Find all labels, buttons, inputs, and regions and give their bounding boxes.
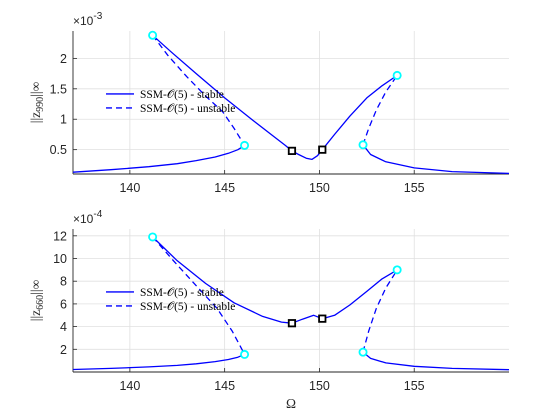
bifurcation-square-marker bbox=[287, 146, 297, 155]
y-tick-label: 6 bbox=[60, 297, 67, 311]
stable-branch-line bbox=[322, 269, 398, 320]
legend-label: SSM-𝒪(5) - stable bbox=[140, 287, 224, 299]
y-tick-label: 2 bbox=[60, 343, 67, 357]
y-tick-label: 1 bbox=[60, 113, 67, 127]
stable-branch-line bbox=[73, 144, 245, 173]
y-exponent-label: ×10-3 bbox=[73, 11, 103, 28]
stable-branch-line bbox=[362, 351, 509, 371]
y-exponent-label: ×10-4 bbox=[73, 209, 103, 226]
stable-branch-line bbox=[152, 34, 323, 161]
unstable-branch-line bbox=[152, 34, 246, 146]
y-axis-label-main: ||z bbox=[28, 310, 43, 321]
x-tick-label: 155 bbox=[404, 181, 425, 195]
x-tick-label: 140 bbox=[119, 379, 140, 393]
y-axis-label-tail: ||∞ bbox=[28, 280, 43, 295]
y-tick-label: 12 bbox=[53, 229, 67, 243]
plot-area bbox=[73, 229, 509, 372]
fold-point-marker bbox=[148, 30, 158, 40]
y-tick-label: 1.5 bbox=[50, 82, 67, 96]
stable-branch-line bbox=[73, 353, 245, 371]
stable-branch-line bbox=[152, 236, 323, 324]
y-exponent-power: -3 bbox=[93, 11, 102, 22]
series-group bbox=[73, 236, 509, 371]
series-group bbox=[73, 34, 509, 174]
y-exponent-base: ×10 bbox=[73, 14, 94, 28]
fold-point-marker bbox=[358, 140, 368, 150]
top-panel: 140 145 150 155 0.5 1 1.5 2 ×10-3 ||z990||∞ SSM-𝒪(… bbox=[28, 11, 509, 195]
fold-point-marker bbox=[392, 70, 402, 80]
legend-label: SSM-𝒪(5) - stable bbox=[140, 89, 224, 101]
legend-label: SSM-𝒪(5) - unstable bbox=[140, 103, 235, 115]
bifurcation-square-marker bbox=[318, 314, 327, 323]
fold-point-marker bbox=[358, 347, 368, 357]
y-axis-label-main: ||z bbox=[28, 112, 43, 123]
y-axis-label-sub: 990 bbox=[35, 97, 46, 112]
y-tick-label: 8 bbox=[60, 275, 67, 289]
y-exponent-power: -4 bbox=[93, 209, 102, 220]
y-tick-label: 10 bbox=[53, 252, 67, 266]
legend-label: SSM-𝒪(5) - unstable bbox=[140, 301, 235, 313]
fold-point-marker bbox=[240, 140, 250, 150]
x-tick-label: 150 bbox=[309, 181, 330, 195]
x-tick-label: 145 bbox=[214, 181, 235, 195]
y-exponent-base: ×10 bbox=[73, 212, 94, 226]
y-tick-label: 4 bbox=[60, 320, 67, 334]
y-axis-label: ||z660||∞ bbox=[28, 280, 46, 321]
x-tick-label: 145 bbox=[214, 379, 235, 393]
stable-branch-line bbox=[362, 144, 509, 174]
x-tick-label: 150 bbox=[309, 379, 330, 393]
x-tick-label: 155 bbox=[404, 379, 425, 393]
unstable-branch-line bbox=[152, 236, 246, 355]
x-tick-label: 140 bbox=[119, 181, 140, 195]
unstable-branch-line bbox=[362, 269, 398, 353]
fold-point-marker bbox=[392, 265, 402, 275]
unstable-branch-line bbox=[362, 75, 398, 146]
fold-point-marker bbox=[148, 232, 158, 242]
bifurcation-square-marker bbox=[318, 145, 327, 154]
bottom-panel: 140 145 150 155 2 4 6 8 10 12 ×10-4 ||z660||∞ Ω SSM-𝒪… bbox=[28, 209, 509, 411]
fold-point-marker bbox=[240, 349, 250, 359]
y-tick-label: 0.5 bbox=[50, 143, 67, 157]
y-axis-label-tail: ||∞ bbox=[28, 82, 43, 97]
y-axis-label-sub: 660 bbox=[35, 295, 46, 310]
y-tick-label: 2 bbox=[60, 52, 67, 66]
y-axis-label: ||z990||∞ bbox=[28, 82, 46, 123]
bifurcation-square-marker bbox=[287, 319, 297, 328]
stable-branch-line bbox=[321, 74, 398, 151]
x-axis-label: Ω bbox=[286, 396, 296, 411]
